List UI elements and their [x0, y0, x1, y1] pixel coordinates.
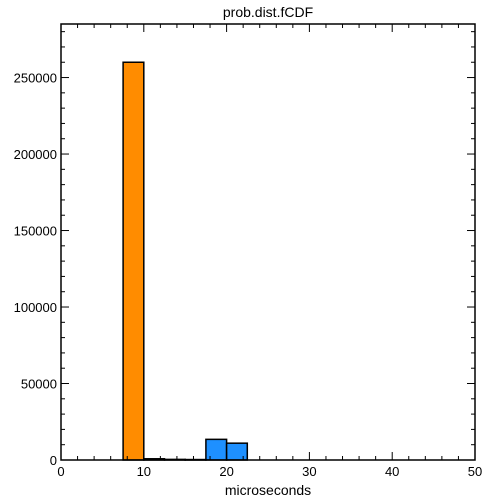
x-axis-title: microseconds: [225, 482, 311, 498]
y-tick-label: 100000: [14, 300, 57, 315]
histogram-bar: [225, 442, 249, 461]
ticks-layer: 0 10 20 30 40 50 0 50000 100000 150000 200000 25000…: [14, 24, 482, 479]
bars-layer: [122, 61, 249, 461]
x-tick-label: 40: [385, 464, 399, 479]
chart-title: prob.dist.fCDF: [223, 4, 313, 20]
x-tick-label: 30: [302, 464, 316, 479]
plot-frame: [60, 23, 476, 461]
y-tick-label: 200000: [14, 147, 57, 162]
x-tick-label: 20: [219, 464, 233, 479]
y-tick-label: 0: [50, 453, 57, 468]
histogram-bar: [205, 438, 228, 461]
x-tick-label: 10: [137, 464, 151, 479]
y-tick-label: 50000: [21, 377, 57, 392]
x-tick-label: 50: [468, 464, 482, 479]
y-tick-label: 250000: [14, 71, 57, 86]
histogram-bar: [122, 61, 145, 461]
x-tick-label: 0: [57, 464, 64, 479]
y-tick-label: 150000: [14, 224, 57, 239]
